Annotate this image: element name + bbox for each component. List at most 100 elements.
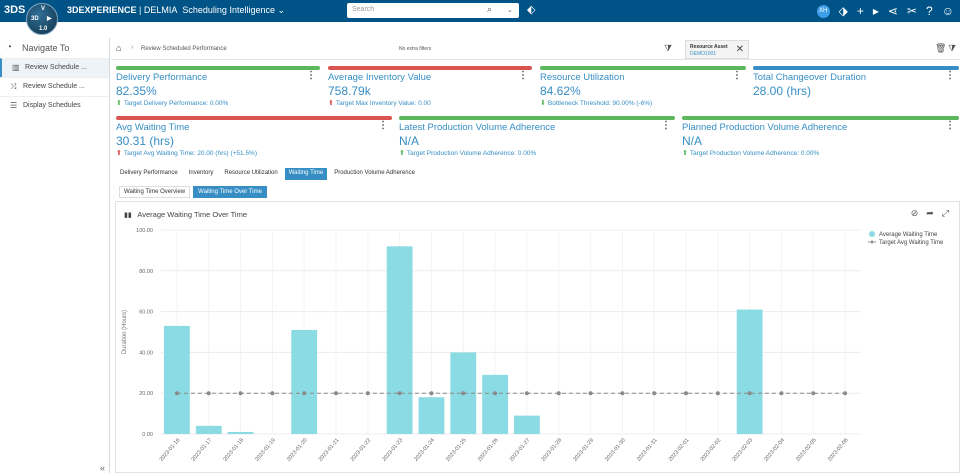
- point: [715, 391, 720, 396]
- trend-arrow-icon: ⬆: [116, 100, 122, 107]
- more-options-icon[interactable]: ⋮: [945, 70, 955, 81]
- main-tabs: Delivery Performance Inventory Resource Ut…: [116, 168, 419, 180]
- more-options-icon[interactable]: ⋮: [518, 70, 528, 81]
- chevron-down-icon[interactable]: ⌄: [507, 7, 513, 14]
- more-options-icon[interactable]: ⋮: [732, 70, 742, 81]
- top-bar: 3DS 3DEXPERIENCE | DELMIA Scheduling Int…: [0, 0, 960, 22]
- kpi-card[interactable]: Average Inventory Value 758.79k ⬆ Target Ma…: [328, 66, 532, 110]
- kpi-target: ⬆ Target Production Volume Adherence: 0.0…: [682, 150, 820, 157]
- collapse-sidebar-button[interactable]: «: [100, 463, 106, 473]
- waiting-time-chart: 0.00 20.00 40.00 60.00 80.00 100.00 Duration (…: [122, 228, 944, 463]
- filter-chip-key: Resource Asset: [690, 44, 728, 50]
- tab-inventory[interactable]: Inventory: [188, 170, 214, 176]
- bar: [291, 329, 318, 434]
- point: [747, 391, 752, 396]
- kpi-value: N/A: [399, 134, 420, 148]
- user-icon[interactable]: ☺: [941, 4, 954, 18]
- x-tick-label: 2023-02-05: [795, 437, 818, 462]
- chevron-right-icon: ›: [131, 44, 134, 51]
- chart-panel: ▮▮ Average Waiting Time Over Time ⊘ ➦ ⤢ …: [115, 201, 960, 473]
- filter-icon[interactable]: ⧩: [664, 43, 673, 53]
- share-icon[interactable]: ⋖: [887, 4, 898, 18]
- kpi-card[interactable]: Delivery Performance 82.35% ⬆ Target Delive…: [116, 66, 320, 110]
- avatar[interactable]: XH: [816, 4, 830, 18]
- bookmark-icon[interactable]: ⬗: [838, 4, 848, 18]
- brand-module: Scheduling Intelligence: [182, 5, 275, 15]
- more-options-icon[interactable]: ⋮: [306, 70, 316, 81]
- tab-waiting-time[interactable]: Waiting Time: [284, 168, 328, 180]
- no-filters-label: No extra filters: [399, 46, 432, 52]
- y-tick-label: 80.00: [139, 269, 153, 275]
- tools-icon[interactable]: ✂: [906, 4, 918, 18]
- sidebar-item-label: Review Schedule ...: [25, 64, 87, 71]
- expand-icon[interactable]: ⤢: [941, 208, 949, 218]
- kpi-card[interactable]: Resource Utilization 84.62% ⬇ Bottleneck Th…: [540, 66, 746, 110]
- point: [206, 391, 211, 396]
- search-box[interactable]: Search ⌕ ⌄: [347, 3, 519, 18]
- kpi-status-bar: [328, 66, 532, 70]
- home-icon[interactable]: ⌂: [116, 43, 122, 53]
- tab-production-volume-adherence[interactable]: Production Volume Adherence: [334, 170, 415, 176]
- subtab-waiting-time-over-time[interactable]: Waiting Time Over Time: [193, 186, 267, 198]
- sub-tabs: Waiting Time Overview Waiting Time Over T…: [119, 186, 267, 198]
- point: [811, 391, 816, 396]
- kpi-value: 30.31 (hrs): [116, 134, 175, 148]
- breadcrumb: ⌂ › Review Scheduled Performance No extr…: [111, 38, 960, 60]
- kpi-value: 82.35%: [116, 84, 157, 98]
- search-icon[interactable]: ⌕: [487, 4, 493, 14]
- trend-arrow-icon: ⬆: [399, 150, 405, 157]
- play-icon[interactable]: ▸: [872, 4, 879, 18]
- close-icon[interactable]: ✕: [735, 44, 744, 55]
- kpi-title: Delivery Performance: [116, 72, 208, 83]
- legend-marker: [870, 240, 874, 244]
- bar: [482, 374, 508, 434]
- point: [524, 391, 529, 396]
- kpi-title: Resource Utilization: [540, 72, 625, 83]
- kpi-card[interactable]: Planned Production Volume Adherence N/A ⬆ T…: [682, 116, 959, 160]
- point: [334, 391, 338, 396]
- help-icon[interactable]: ?: [926, 4, 933, 18]
- x-tick-label: 2023-01-20: [286, 437, 309, 462]
- 3ds-logo-icon: 3DS: [4, 4, 26, 16]
- kpi-value: 28.00 (hrs): [753, 84, 812, 98]
- x-tick-label: 2023-01-29: [572, 437, 595, 462]
- trash-icon[interactable]: 🗑: [935, 43, 947, 53]
- subtab-waiting-time-overview[interactable]: Waiting Time Overview: [119, 186, 191, 198]
- share-icon[interactable]: ➦: [926, 208, 934, 218]
- x-tick-label: 2023-02-02: [700, 437, 723, 462]
- compass-icon[interactable]: V 3D ▶ 1.0: [26, 3, 58, 35]
- more-options-icon[interactable]: ⋮: [378, 120, 388, 131]
- kpi-card[interactable]: Avg Waiting Time 30.31 (hrs) ⬆ Target Avg W…: [116, 116, 392, 160]
- x-tick-label: 2023-01-25: [445, 437, 468, 462]
- tag-icon[interactable]: ⬖: [527, 4, 536, 16]
- kpi-title: Latest Production Volume Adherence: [399, 122, 556, 133]
- kpi-status-bar: [116, 66, 320, 70]
- x-tick-label: 2023-01-16: [159, 437, 182, 462]
- app-brand[interactable]: 3DEXPERIENCE | DELMIA Scheduling Intelli…: [67, 5, 286, 15]
- more-options-icon[interactable]: ⋮: [945, 120, 955, 131]
- x-tick-label: 2023-02-06: [827, 437, 850, 462]
- hide-icon[interactable]: ⊘: [910, 208, 919, 218]
- kpi-title: Avg Waiting Time: [116, 122, 190, 133]
- tab-delivery-performance[interactable]: Delivery Performance: [120, 170, 178, 176]
- sidebar-item-display-schedules[interactable]: ☰ Display Schedules: [0, 96, 109, 115]
- add-icon[interactable]: +: [856, 4, 864, 18]
- y-axis-label: Duration (Hours): [122, 310, 128, 354]
- filter-chip-resource-asset[interactable]: Resource Asset DEMO1001 ✕: [685, 40, 749, 59]
- kpi-card[interactable]: Latest Production Volume Adherence N/A ⬆ Ta…: [399, 116, 675, 160]
- kpi-value: 758.79k: [328, 84, 371, 98]
- x-tick-label: 2023-01-28: [541, 437, 564, 462]
- kpi-target: ⬆ Target Max Inventory Value: 0.00: [328, 100, 431, 107]
- point: [843, 391, 848, 396]
- sidebar-item-review-schedule-2[interactable]: ⤨ Review Schedule ...: [0, 77, 109, 96]
- x-tick-label: 2023-01-27: [509, 437, 532, 462]
- kpi-card[interactable]: Total Changeover Duration 28.00 (hrs) ⋮: [753, 66, 959, 110]
- filter-settings-icon[interactable]: ⧩: [948, 43, 957, 53]
- bar: [164, 325, 190, 434]
- kpi-status-bar: [753, 66, 959, 70]
- kpi-target: ⬆ Target Avg Waiting Time: 20.00 (hrs) (+…: [116, 150, 258, 157]
- x-tick-label: 2023-01-23: [381, 437, 404, 462]
- sidebar-item-review-schedule-1[interactable]: ▥ Review Schedule ...: [0, 58, 109, 77]
- tab-resource-utilization[interactable]: Resource Utilization: [224, 170, 278, 176]
- more-options-icon[interactable]: ⋮: [661, 120, 671, 131]
